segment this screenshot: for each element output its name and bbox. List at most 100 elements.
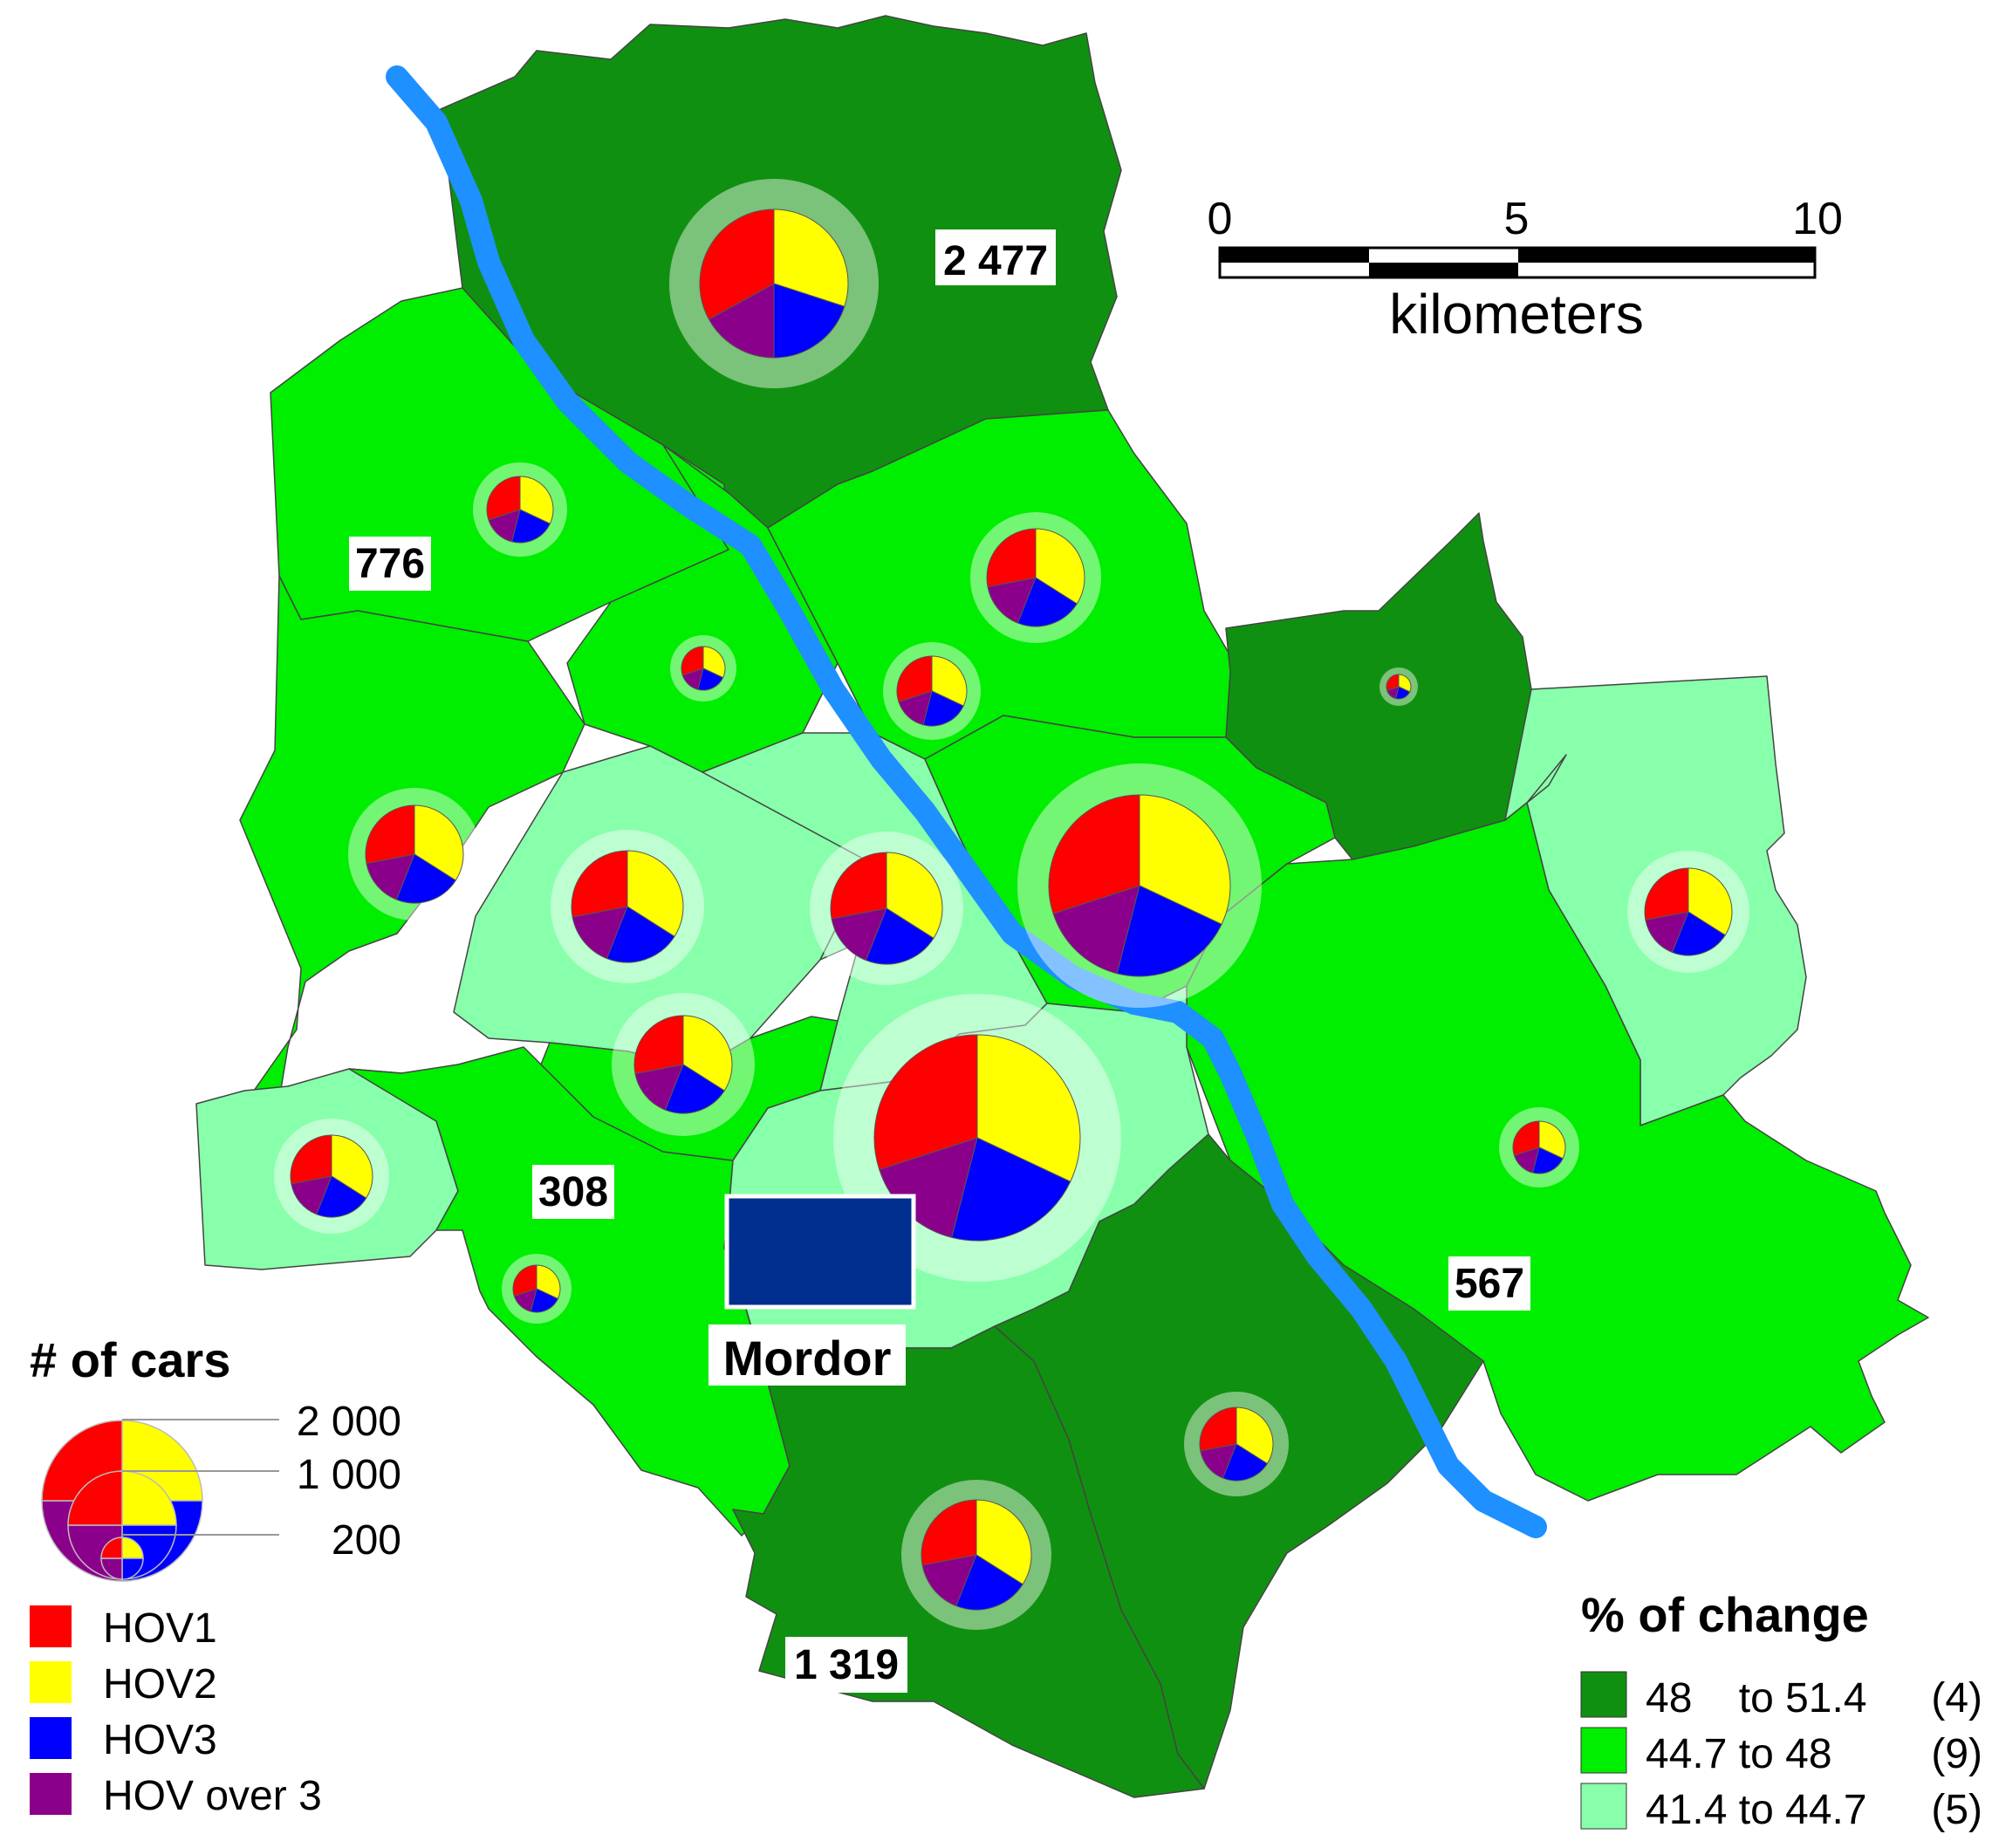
class-3-range: 41.4 to 44.7 [1646,1787,1867,1833]
pie-slice-hov1 [1199,1407,1237,1452]
svg-text:1 319: 1 319 [794,1642,899,1688]
pie-slice-hov1 [1512,1120,1540,1156]
district-label-north: 2 477 [935,229,1056,285]
size-legend-2000: 2 000 [297,1399,401,1445]
swatch-hov1 [30,1605,72,1647]
pie-slice-hov2 [773,209,849,307]
legend-hov-over3: HOV over 3 [103,1773,322,1819]
swatch-class-3 [1580,1783,1627,1830]
pie-8 [551,830,704,983]
legend-pie-2 [100,1537,144,1580]
pie-slice-hov2 [931,655,968,707]
pie-slice-hov3 [395,853,456,904]
pie-9 [810,832,963,985]
pie-slice-hov-over-3 [708,283,775,359]
pie-slice-hov-over-3 [1052,885,1140,975]
pie-slice-hov1 [986,528,1037,588]
swatch-class-1 [1580,1671,1627,1718]
swatch-hov3 [30,1717,72,1759]
class-1-count: (4) [1931,1675,1982,1721]
pie-18 [901,1480,1051,1630]
pie-slice-hov-over-3 [572,906,628,960]
pie-slice-hov-over-3 [291,1175,332,1215]
pie-slice-hov3 [1116,885,1222,977]
change-legend-title: % of change [1581,1587,1869,1642]
pie-slice-hov1 [830,852,887,920]
pie-11 [1627,851,1749,973]
pie-slice-hov3 [922,690,964,727]
district-label-northwest: 776 [349,537,431,591]
pie-16 [502,1254,572,1324]
pie-slice-hov1 [1386,674,1400,691]
pie-slice-hov-over-3 [366,853,415,900]
svg-text:776: 776 [355,541,425,587]
size-legend: # of cars 2 000 1 000 200 [30,1332,401,1582]
pie-slice-hov3 [1531,1146,1564,1174]
change-legend: % of change 48 to 51.4 (4) 44.7 to 48 (9… [1580,1587,1982,1833]
class-1-range: 48 to 51.4 [1646,1675,1867,1721]
pie-slice-hov2 [702,646,726,679]
pie-slice-hov3 [951,1137,1071,1242]
pie-5 [883,642,981,740]
vistula-river [386,65,1547,1538]
size-legend-1000: 1 000 [297,1452,401,1498]
swatch-hov2 [30,1661,72,1703]
pie-slice-hov3 [773,283,845,359]
pie-1 [669,179,879,388]
pie-slice-hov3 [697,667,724,691]
legend-hov3: HOV3 [103,1717,217,1763]
svg-text:308: 308 [538,1169,608,1215]
pie-slice-hov1 [921,1499,977,1566]
pie-slice-hov3 [1671,911,1726,956]
pie-17 [1184,1392,1289,1496]
pie-12 [612,993,755,1136]
swatch-hov-over3 [30,1773,72,1815]
size-legend-200: 200 [332,1517,401,1564]
class-2-range: 44.7 to 48 [1646,1731,1832,1777]
pie-13 [833,994,1121,1282]
svg-text:567: 567 [1455,1261,1524,1307]
pie-slice-hov3 [865,907,934,965]
district-label-east: 567 [1448,1256,1530,1311]
pie-slice-hov2 [1139,794,1231,925]
pie-slice-hov1 [571,850,628,918]
pie-symbols-layer [274,179,1749,1630]
pie-slice-hov3 [664,1064,725,1114]
pie-slice-hov1 [681,646,704,676]
pie-14 [274,1119,389,1234]
mordor-label: Mordor [708,1324,906,1386]
legend-hov1: HOV1 [103,1605,217,1652]
pie-slice-hov3 [510,509,551,544]
pie-slice-hov2 [536,1264,561,1300]
pie-slice-hov3 [606,906,675,963]
pie-slice-hov-over-3 [831,907,887,962]
svg-text:Mordor: Mordor [723,1331,892,1386]
pie-slice-hov1 [1048,794,1140,914]
pie-slice-hov1 [1644,867,1689,921]
class-2-count: (9) [1931,1731,1982,1777]
scale-tick-0: 0 [1208,194,1233,244]
pie-slice-hov-over-3 [634,1064,684,1111]
pie-slice-hov3 [316,1175,367,1218]
scale-unit: kilometers [1389,283,1644,346]
scale-tick-5: 5 [1504,194,1530,244]
pie-slice-hov3 [530,1288,559,1313]
pie-slice-hov3 [1017,577,1078,627]
pie-slice-hov1 [896,655,933,702]
pie-slice-hov1 [290,1134,332,1185]
pie-15 [1499,1107,1579,1188]
pie-2 [473,462,567,557]
district-label-south: 1 319 [785,1637,907,1693]
pie-slice-hov3 [955,1554,1023,1611]
pie-7 [348,788,481,921]
swatch-class-2 [1580,1727,1627,1774]
pie-slice-hov1 [486,476,521,521]
pie-slice-hov3 [1222,1443,1269,1482]
pie-slice-hov-over-3 [1645,911,1689,954]
pie-10 [1017,763,1262,1008]
pie-slice-hov2 [519,476,554,524]
scale-tick-10: 10 [1792,194,1843,244]
category-legend: HOV1 HOV2 HOV3 HOV over 3 [30,1605,322,1819]
legend-pie-1 [67,1470,177,1580]
pie-slice-hov1 [512,1264,537,1297]
